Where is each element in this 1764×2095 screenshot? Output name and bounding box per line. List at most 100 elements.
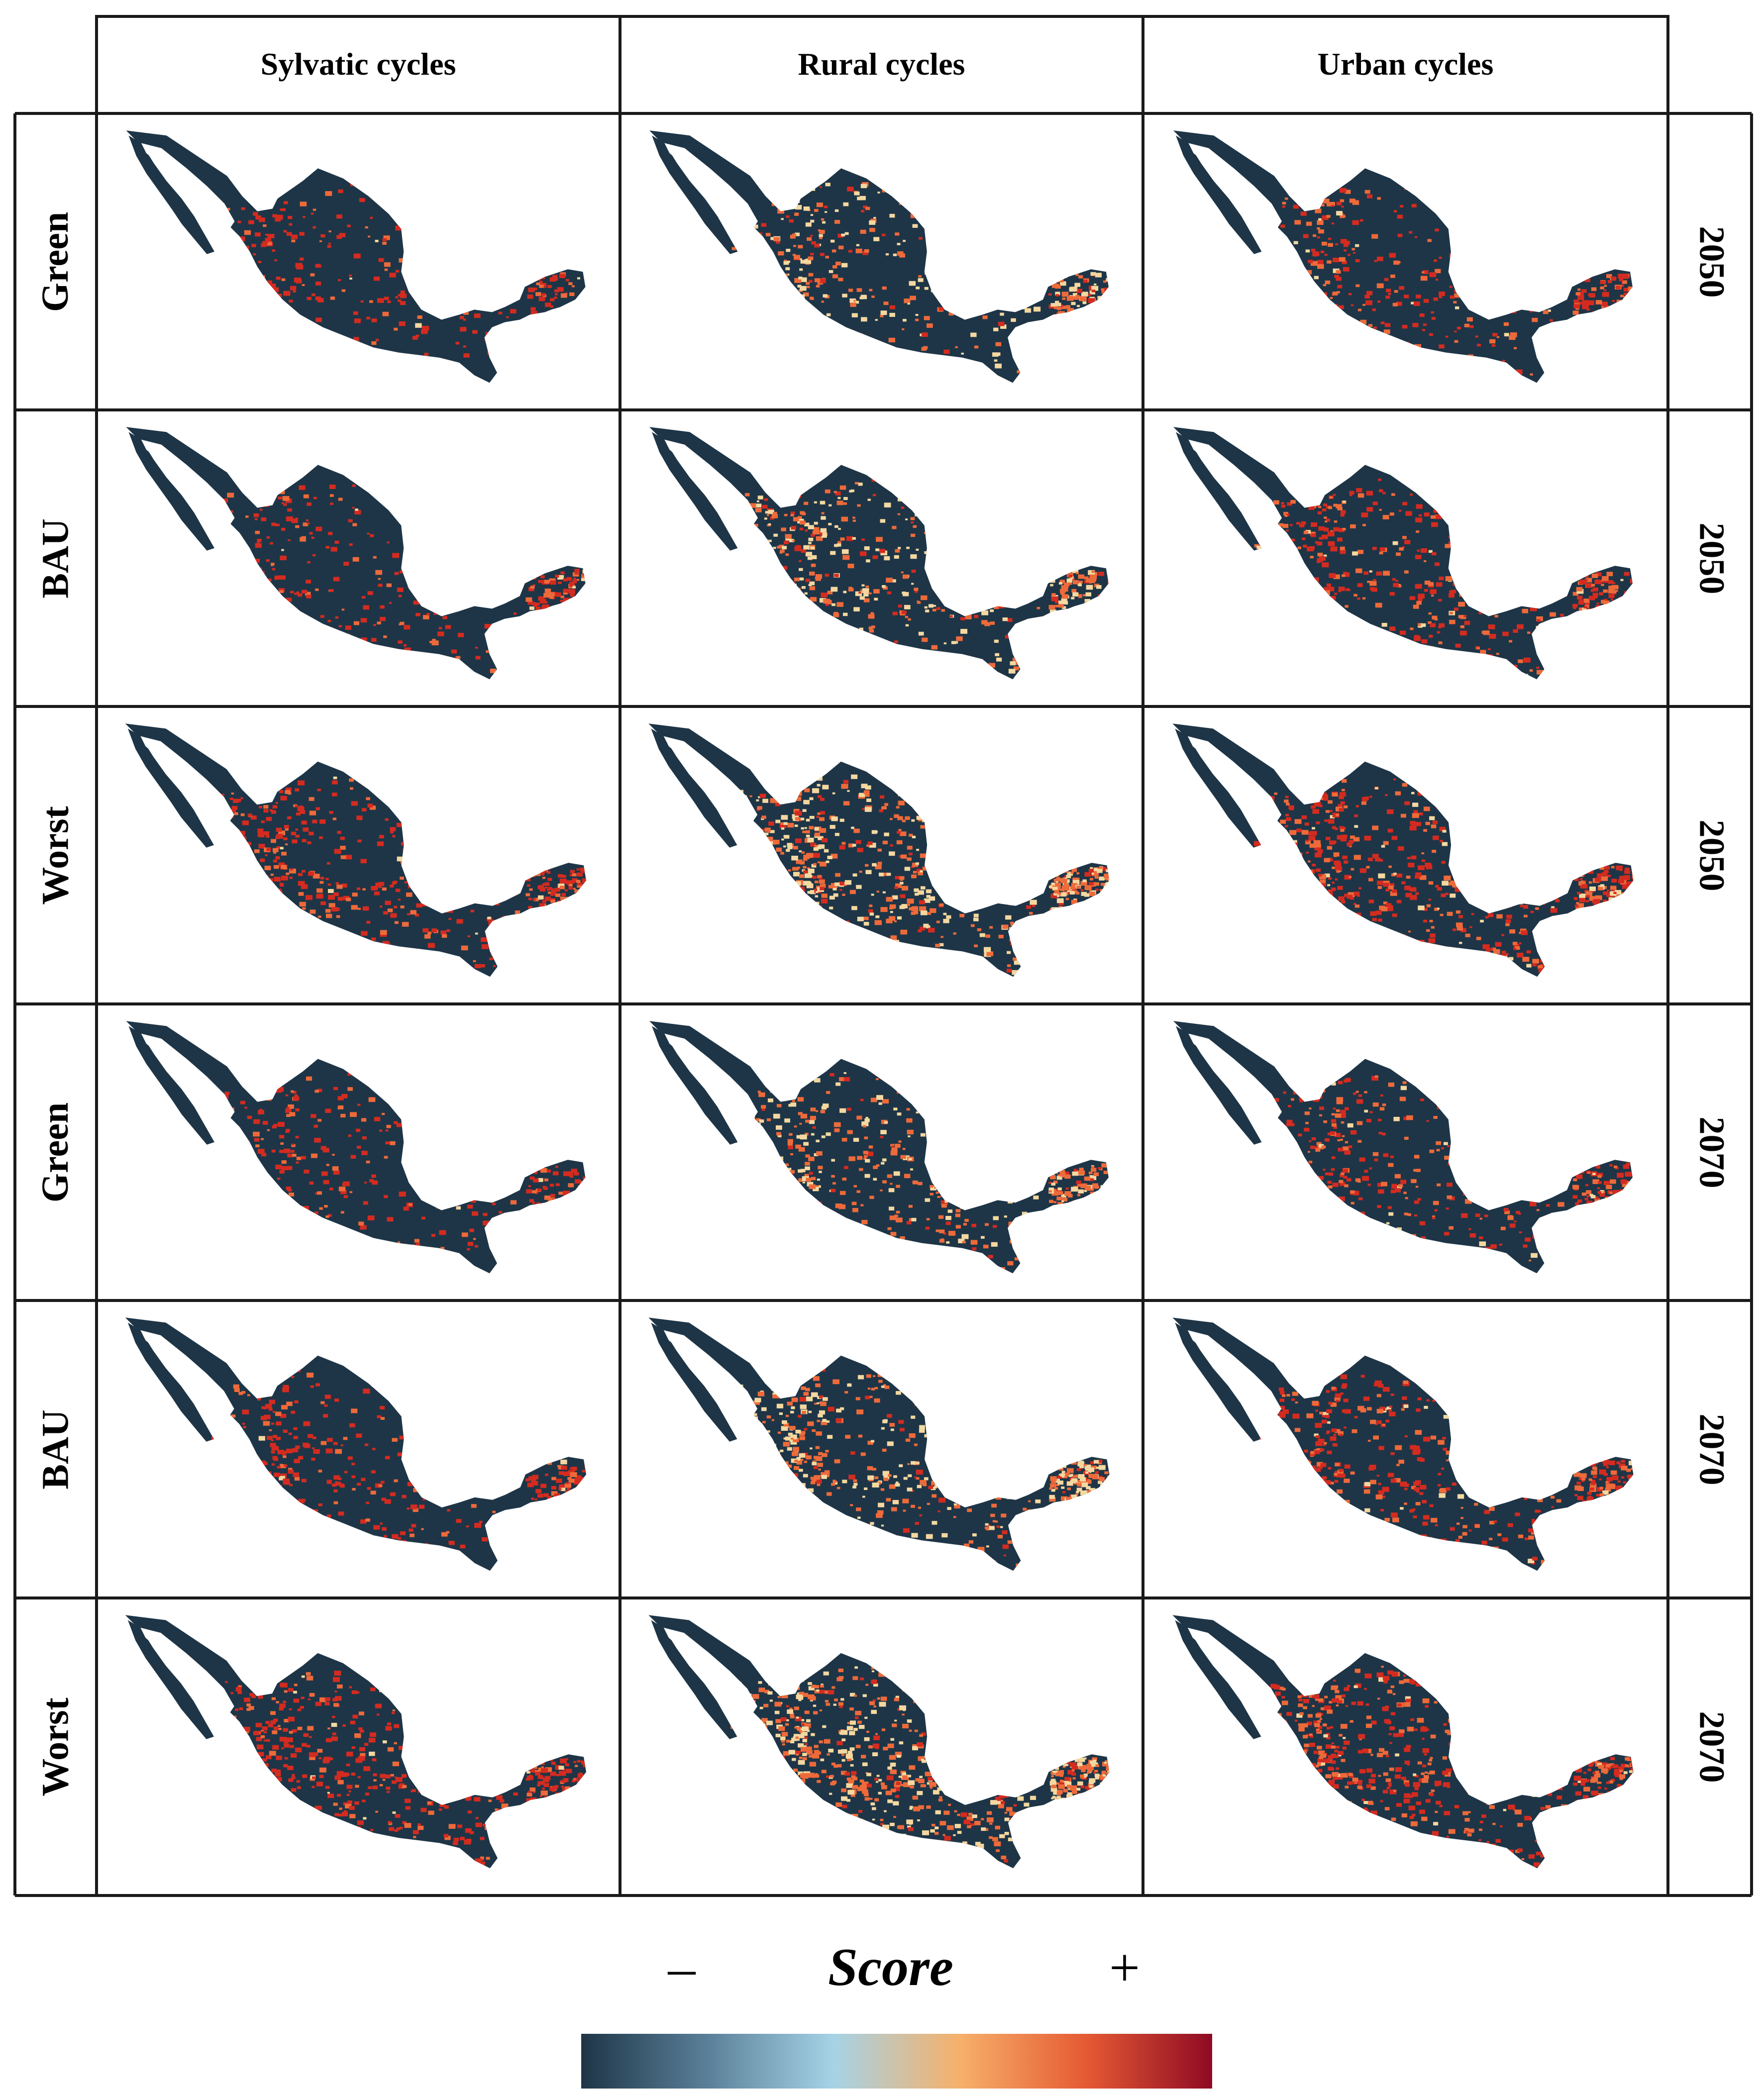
map-landmass [648, 1317, 1110, 1571]
scenario-label: Worst [34, 1697, 77, 1796]
map-landmass [125, 723, 587, 977]
grid-line [97, 15, 1668, 18]
map-landmass [126, 1021, 586, 1274]
scenario-label: BAU [34, 518, 77, 599]
gulf-of-california [141, 1033, 235, 1120]
year-label: 2050 [1692, 226, 1732, 298]
map-sylvatic-worst-2050 [104, 713, 613, 997]
grid-line [15, 408, 1752, 411]
map-sylvatic-bau-2050 [104, 417, 613, 699]
gulf-of-california [1188, 439, 1282, 526]
column-header-urban: Urban cycles [1317, 46, 1494, 82]
mexico-map [1173, 427, 1633, 680]
gulf-of-california [1188, 1033, 1282, 1120]
row-header-year: 2070 [1672, 1004, 1752, 1300]
mexico-map [648, 1615, 1110, 1869]
row-header-year: 2070 [1672, 1300, 1752, 1598]
row-header-year: 2050 [1672, 706, 1752, 1004]
year-label: 2050 [1692, 522, 1732, 594]
mexico-map [125, 1615, 587, 1869]
map-sylvatic-worst-2070 [104, 1605, 613, 1889]
map-landmass [649, 130, 1109, 383]
grid-line [15, 1596, 1752, 1599]
mexico-map [648, 1317, 1110, 1571]
grid-line [1141, 15, 1144, 1895]
gulf-of-california [1187, 1627, 1282, 1714]
mexico-map [1173, 130, 1633, 383]
grid-line [15, 1299, 1752, 1302]
mexico-map [649, 427, 1109, 680]
legend-color-bar [581, 2034, 1212, 2089]
row-header-year: 2050 [1672, 410, 1752, 706]
gulf-of-california [664, 439, 758, 526]
mexico-map [126, 130, 586, 383]
grid-line [95, 15, 98, 1895]
mexico-map [1173, 1021, 1633, 1274]
gulf-of-california [140, 1330, 234, 1416]
mexico-map [649, 1021, 1109, 1274]
gulf-of-california [140, 1627, 234, 1714]
gulf-of-california [1188, 143, 1282, 229]
gulf-of-california [664, 1033, 758, 1120]
row-header-scenario: Green [15, 1004, 97, 1300]
column-header-rural: Rural cycles [798, 46, 965, 82]
row-header-year: 2070 [1672, 1598, 1752, 1895]
row-header-scenario: Worst [15, 1598, 97, 1895]
gulf-of-california [1187, 1330, 1282, 1416]
row-header-scenario: Worst [15, 706, 97, 1004]
map-urban-green-2050 [1150, 120, 1661, 403]
year-label: 2050 [1692, 819, 1732, 891]
grid-line [15, 112, 1752, 115]
scenario-label: BAU [34, 1409, 77, 1490]
map-landmass [1172, 1317, 1634, 1571]
scenario-label: Green [34, 1102, 77, 1202]
map-landmass [125, 1615, 587, 1869]
map-urban-bau-2050 [1150, 417, 1661, 699]
map-urban-worst-2070 [1150, 1605, 1661, 1889]
mexico-map [126, 427, 586, 680]
gulf-of-california [141, 439, 235, 526]
map-landmass [1172, 1615, 1634, 1869]
map-landmass [1173, 130, 1633, 383]
gulf-of-california [664, 143, 758, 229]
grid-line [13, 113, 16, 1895]
scenario-label: Green [34, 211, 77, 312]
legend-low-symbol: – [668, 1937, 696, 1998]
column-header-sylvatic: Sylvatic cycles [260, 46, 456, 82]
legend-high-symbol: + [1109, 1937, 1141, 1998]
year-label: 2070 [1692, 1116, 1732, 1188]
grid-line [1750, 113, 1753, 1895]
grid-line [15, 1894, 1752, 1897]
mexico-map [649, 130, 1109, 383]
map-urban-bau-2070 [1150, 1307, 1661, 1591]
map-landmass [126, 427, 586, 680]
grid-line [619, 15, 622, 1895]
map-rural-green-2070 [627, 1011, 1136, 1294]
map-landmass [648, 1615, 1110, 1869]
map-landmass [1173, 1021, 1633, 1274]
mexico-map [648, 723, 1110, 977]
gulf-of-california [663, 1627, 758, 1714]
row-header-scenario: BAU [15, 410, 97, 706]
scenario-label: Worst [34, 805, 77, 905]
map-sylvatic-green-2070 [104, 1011, 613, 1294]
grid-line [15, 1002, 1752, 1005]
legend-title: Score [828, 1938, 953, 1997]
mexico-map [125, 723, 587, 977]
grid-line [1666, 15, 1669, 1895]
grid-line [15, 705, 1752, 708]
mexico-map [126, 1021, 586, 1274]
map-landmass [649, 427, 1109, 680]
map-landmass [125, 1317, 587, 1571]
row-header-year: 2050 [1672, 113, 1752, 410]
year-label: 2070 [1692, 1711, 1732, 1783]
map-sylvatic-bau-2070 [104, 1307, 613, 1591]
row-header-scenario: Green [15, 113, 97, 410]
map-sylvatic-green-2050 [104, 120, 613, 403]
map-rural-worst-2050 [627, 713, 1136, 997]
mexico-map [125, 1317, 587, 1571]
gulf-of-california [141, 143, 235, 229]
row-header-scenario: BAU [15, 1300, 97, 1598]
mexico-map [1172, 1615, 1634, 1869]
gulf-of-california [1187, 736, 1282, 822]
